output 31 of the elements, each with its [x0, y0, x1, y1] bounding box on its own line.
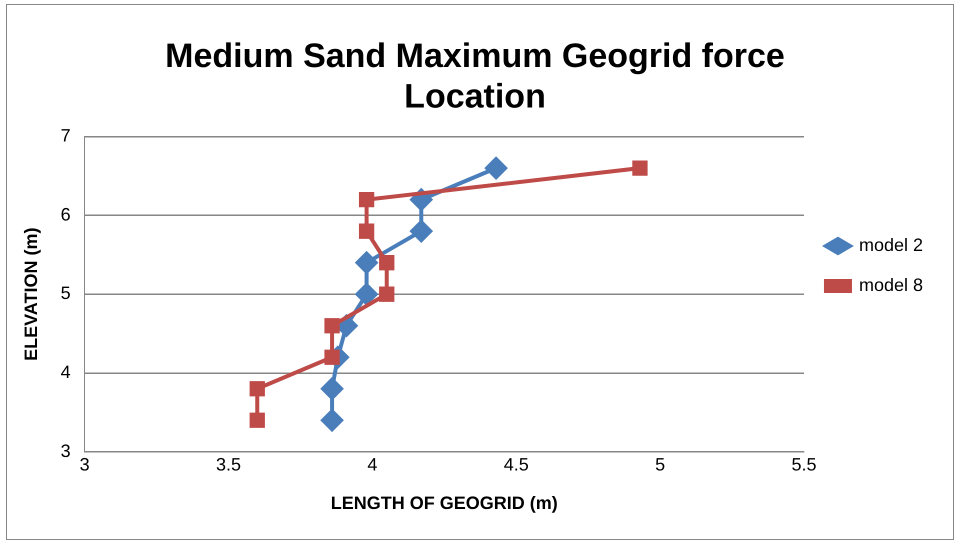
point — [321, 409, 344, 432]
point — [358, 192, 374, 208]
y-tick-label: 7 — [60, 126, 71, 146]
point — [356, 252, 378, 274]
y-tick-label: 6 — [60, 204, 71, 224]
point — [379, 255, 394, 270]
x-tick-label: 4 — [367, 454, 378, 475]
point — [485, 157, 508, 180]
legend-label: model 8 — [858, 274, 924, 295]
x-tick-label: 3.5 — [216, 454, 241, 475]
x-tick-label: 3 — [80, 454, 90, 475]
x-tick-label: 5 — [655, 454, 666, 475]
chart-title: Medium Sand Maximum Geogrid force Location — [165, 36, 785, 116]
point — [250, 412, 265, 428]
x-tick-label: 5.5 — [791, 454, 816, 475]
point — [356, 283, 378, 306]
point — [250, 381, 265, 396]
point — [632, 160, 648, 176]
x-axis-title: LENGTH OF GEOGRID (m) — [330, 493, 558, 514]
point — [324, 350, 340, 365]
point — [410, 220, 432, 242]
point — [379, 286, 394, 302]
y-tick-label: 3 — [60, 440, 71, 461]
legend-label: model 2 — [858, 234, 924, 255]
point — [321, 378, 344, 400]
point — [324, 318, 340, 334]
y-tick-label: 4 — [60, 362, 71, 382]
y-axis-title: ELEVATION (m) — [20, 228, 41, 361]
y-tick-label: 5 — [60, 283, 71, 304]
x-tick-label: 4.5 — [504, 454, 529, 475]
point — [358, 224, 374, 239]
